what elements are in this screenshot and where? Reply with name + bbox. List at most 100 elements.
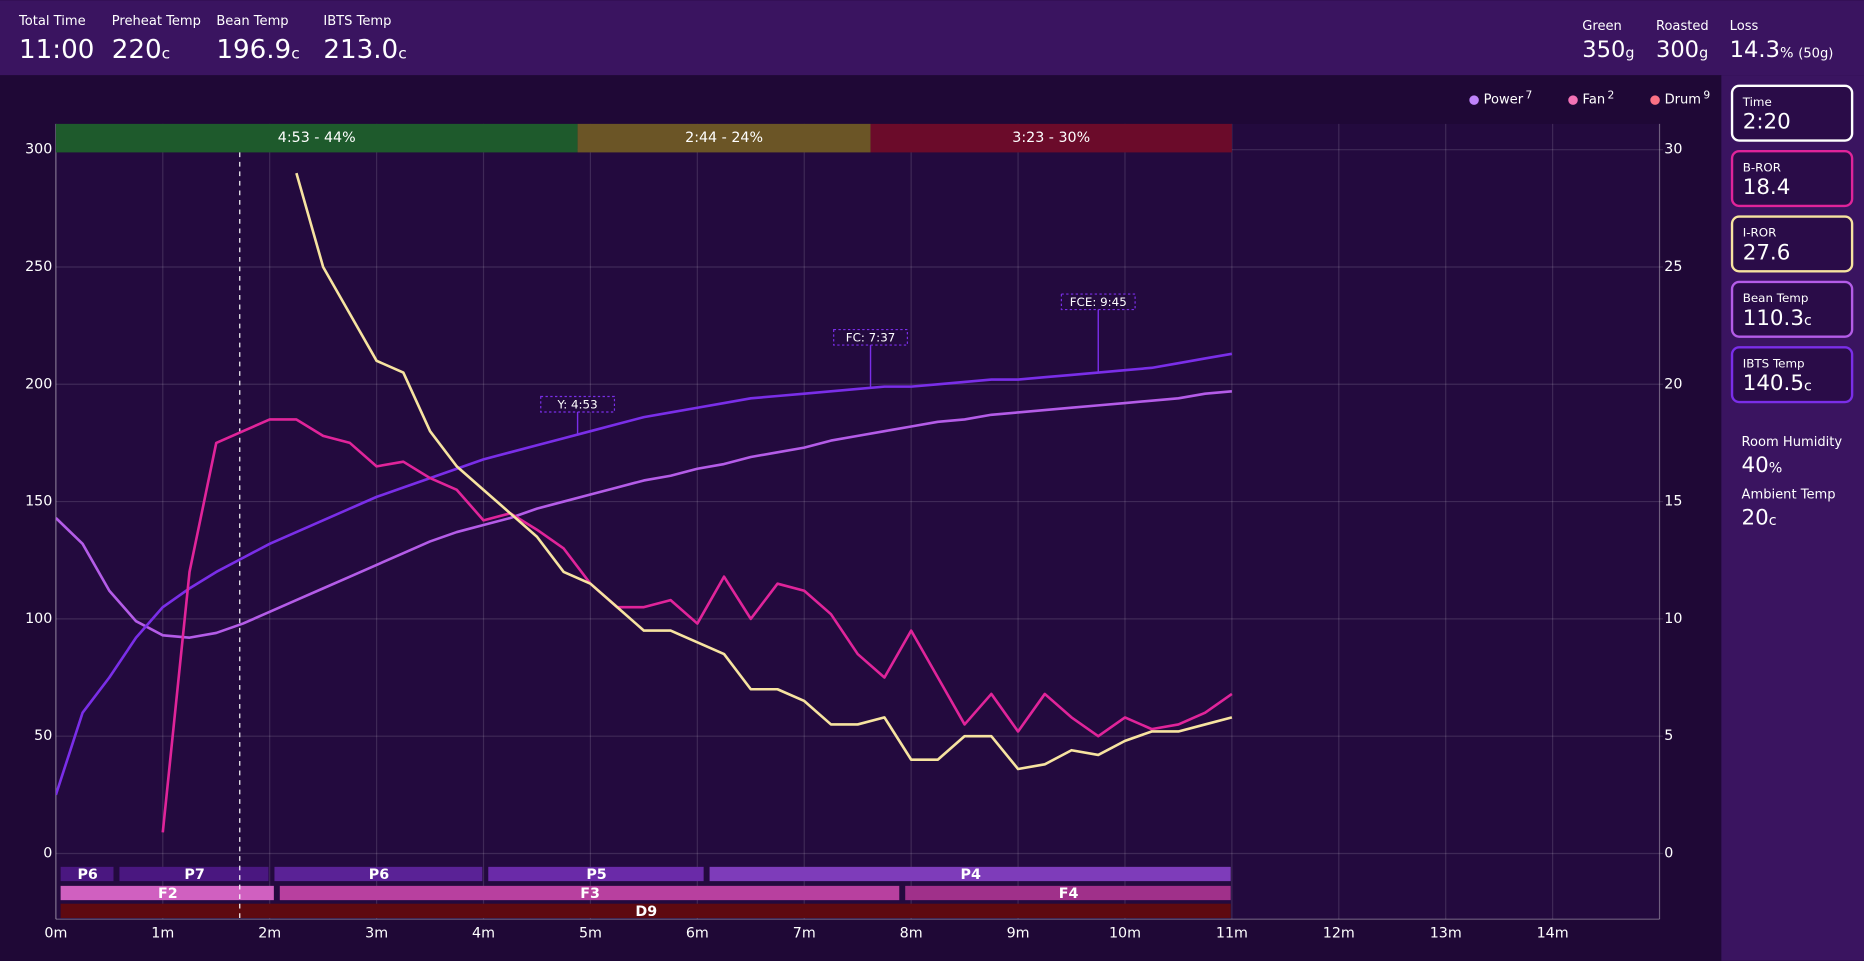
weight-number: 14.3 <box>1730 37 1780 63</box>
readout-card <box>1730 215 1854 273</box>
y-tick-label: 50 <box>34 728 52 744</box>
readout-label: Time <box>1742 95 1772 109</box>
legend-label: Drum <box>1665 93 1701 108</box>
weight-value: 14.3% (50g) <box>1730 37 1834 63</box>
phase-label: 3:23 - 30% <box>1012 130 1090 146</box>
y2-tick-label: 15 <box>1664 494 1682 510</box>
x-tick-label: 11m <box>1216 925 1248 941</box>
y-tick-label: 200 <box>25 376 52 392</box>
readout-value: 110.3c <box>1743 306 1812 331</box>
condition-label: Ambient Temp <box>1742 487 1836 502</box>
y2-tick-label: 25 <box>1664 259 1682 275</box>
stat-label: IBTS Temp <box>323 14 391 29</box>
stat-unit: c <box>291 44 300 62</box>
control-label: P6 <box>369 867 389 883</box>
control-label: F3 <box>580 886 600 902</box>
weight-unit: % <box>1780 46 1794 62</box>
series-line <box>55 390 1233 639</box>
weight-note: (50g) <box>1798 46 1833 61</box>
control-segment <box>905 885 1231 901</box>
legend-level: 2 <box>1608 88 1615 101</box>
weight-number: 300 <box>1656 37 1699 63</box>
stat-label: Bean Temp <box>216 14 288 29</box>
series-group <box>55 172 1233 833</box>
y-tick-label: 100 <box>25 611 52 627</box>
control-label: D9 <box>635 904 657 920</box>
stat-number: 11:00 <box>19 35 94 65</box>
y2-tick-label: 5 <box>1664 728 1673 744</box>
stat-label: Total Time <box>18 14 86 29</box>
stat-value: 220c <box>112 35 170 65</box>
legend-dot <box>1650 95 1660 105</box>
readout-value: 18.4 <box>1743 175 1791 200</box>
y-tick-label: 150 <box>25 494 52 510</box>
legend-level: 7 <box>1525 88 1532 101</box>
y2-tick-label: 0 <box>1664 845 1673 861</box>
condition-number: 40 <box>1742 453 1769 478</box>
control-label: P5 <box>586 867 606 883</box>
header-bar <box>0 0 1864 76</box>
annotation-label: FC: 7:37 <box>846 330 896 344</box>
y2-tick-label: 10 <box>1664 611 1682 627</box>
stat-number: 213.0 <box>323 35 398 65</box>
legend-level: 9 <box>1703 88 1710 101</box>
control-label: F4 <box>1059 886 1079 902</box>
control-segment <box>709 866 1231 882</box>
annotation-box <box>833 328 908 346</box>
stat-unit: c <box>162 44 171 62</box>
control-label: F2 <box>158 886 178 902</box>
series-line <box>55 352 1233 796</box>
phase-segment <box>870 123 1232 153</box>
readout-value: 2:20 <box>1743 110 1791 135</box>
x-tick-label: 12m <box>1323 925 1355 941</box>
control-segment <box>279 885 900 901</box>
readout-card <box>1730 346 1854 404</box>
legend-dot <box>1469 95 1479 105</box>
control-label: P6 <box>77 867 97 883</box>
condition-label: Room Humidity <box>1742 435 1843 450</box>
phase-label: 4:53 - 44% <box>278 130 356 146</box>
series-line <box>161 418 1233 833</box>
x-tick-label: 1m <box>151 925 174 941</box>
weight-number: 350 <box>1582 37 1625 63</box>
x-tick-label: 8m <box>900 925 923 941</box>
y-tick-label: 250 <box>25 259 52 275</box>
stat-number: 196.9 <box>216 35 291 65</box>
x-tick-label: 2m <box>258 925 281 941</box>
x-tick-label: 9m <box>1007 925 1030 941</box>
stat-number: 220 <box>112 35 162 65</box>
readout-card <box>1730 84 1854 142</box>
condition-number: 20 <box>1742 506 1769 531</box>
stat-value: 213.0c <box>323 35 406 65</box>
readout-number: 27.6 <box>1743 240 1791 265</box>
weight-label: Roasted <box>1656 19 1709 34</box>
x-tick-label: 14m <box>1537 925 1569 941</box>
x-tick-label: 3m <box>365 925 388 941</box>
annotation-box <box>1060 293 1136 311</box>
readout-number: 18.4 <box>1743 175 1791 200</box>
phase-segment <box>55 123 578 153</box>
readout-label: I-ROR <box>1743 226 1777 240</box>
readout-number: 2:20 <box>1743 110 1791 135</box>
phase-label: 2:44 - 24% <box>685 130 763 146</box>
annotation-label: FCE: 9:45 <box>1070 295 1127 309</box>
y2-tick-label: 20 <box>1664 376 1682 392</box>
readout-value: 27.6 <box>1743 240 1791 265</box>
stat-unit: c <box>398 44 407 62</box>
control-label: P4 <box>961 867 981 883</box>
phase-segment <box>577 123 871 153</box>
readout-card <box>1730 150 1854 208</box>
weight-unit: g <box>1625 46 1634 62</box>
stat-value: 11:00 <box>19 35 94 65</box>
control-label: P7 <box>184 867 204 883</box>
readout-unit: c <box>1804 313 1812 329</box>
y-tick-label: 0 <box>43 845 52 861</box>
control-segment <box>274 866 483 882</box>
readout-card <box>1730 280 1854 338</box>
stat-label: Preheat Temp <box>112 14 201 29</box>
readout-label: IBTS Temp <box>1743 357 1805 371</box>
readout-number: 140.5 <box>1743 371 1804 396</box>
control-segment <box>60 866 114 882</box>
